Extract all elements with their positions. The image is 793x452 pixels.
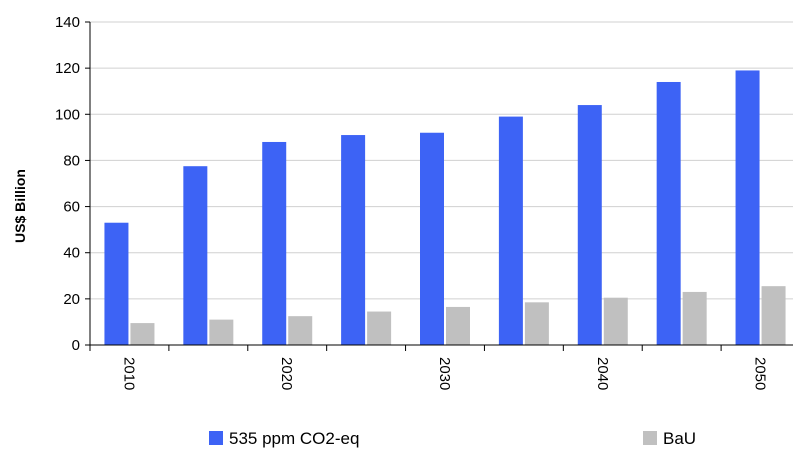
bar-535ppm-2035: [499, 117, 523, 345]
bar-bau-2040: [604, 298, 628, 345]
y-tick-label: 60: [63, 199, 80, 216]
bar-bau-2010: [130, 323, 154, 345]
x-tick-label: 2010: [120, 357, 137, 390]
y-tick-labels: 0 20 40 60 80 100 120 140: [55, 14, 80, 354]
legend-swatch-bau: [643, 431, 657, 445]
bars: [104, 70, 785, 345]
bar-535ppm-2040: [578, 105, 602, 345]
bar-535ppm-2045: [657, 82, 681, 345]
y-tick-label: 140: [55, 14, 80, 31]
bar-bau-2050: [762, 286, 786, 345]
bar-535ppm-2015: [183, 166, 207, 345]
y-tick-label: 100: [55, 106, 80, 123]
bar-bau-2045: [683, 292, 707, 345]
y-tick-label: 0: [72, 337, 80, 354]
x-tick-label: 2030: [436, 357, 453, 390]
y-tick-label: 20: [63, 291, 80, 308]
x-tick-label: 2050: [752, 357, 769, 390]
x-tick-label: 2040: [594, 357, 611, 390]
bar-bau-2025: [367, 312, 391, 345]
bar-535ppm-2050: [736, 70, 760, 345]
bar-bau-2015: [209, 320, 233, 345]
bar-bau-2020: [288, 316, 312, 345]
legend-swatch-535ppm: [209, 431, 223, 445]
y-tick-label: 80: [63, 152, 80, 169]
y-axis-label: US$ Billion: [12, 169, 28, 243]
legend-label-535ppm: 535 ppm CO2-eq: [229, 429, 359, 448]
x-tick-label: 2020: [278, 357, 295, 390]
bar-535ppm-2010: [104, 223, 128, 345]
y-tick-label: 120: [55, 60, 80, 77]
y-tick-label: 40: [63, 245, 80, 262]
bar-bau-2035: [525, 302, 549, 345]
bar-bau-2030: [446, 307, 470, 345]
bar-535ppm-2020: [262, 142, 286, 345]
legend: 535 ppm CO2-eq BaU: [209, 429, 696, 448]
bar-535ppm-2025: [341, 135, 365, 345]
bar-535ppm-2030: [420, 133, 444, 345]
legend-label-bau: BaU: [663, 429, 696, 448]
x-tick-labels: 2010 2020 2030 2040 2050: [120, 357, 768, 390]
